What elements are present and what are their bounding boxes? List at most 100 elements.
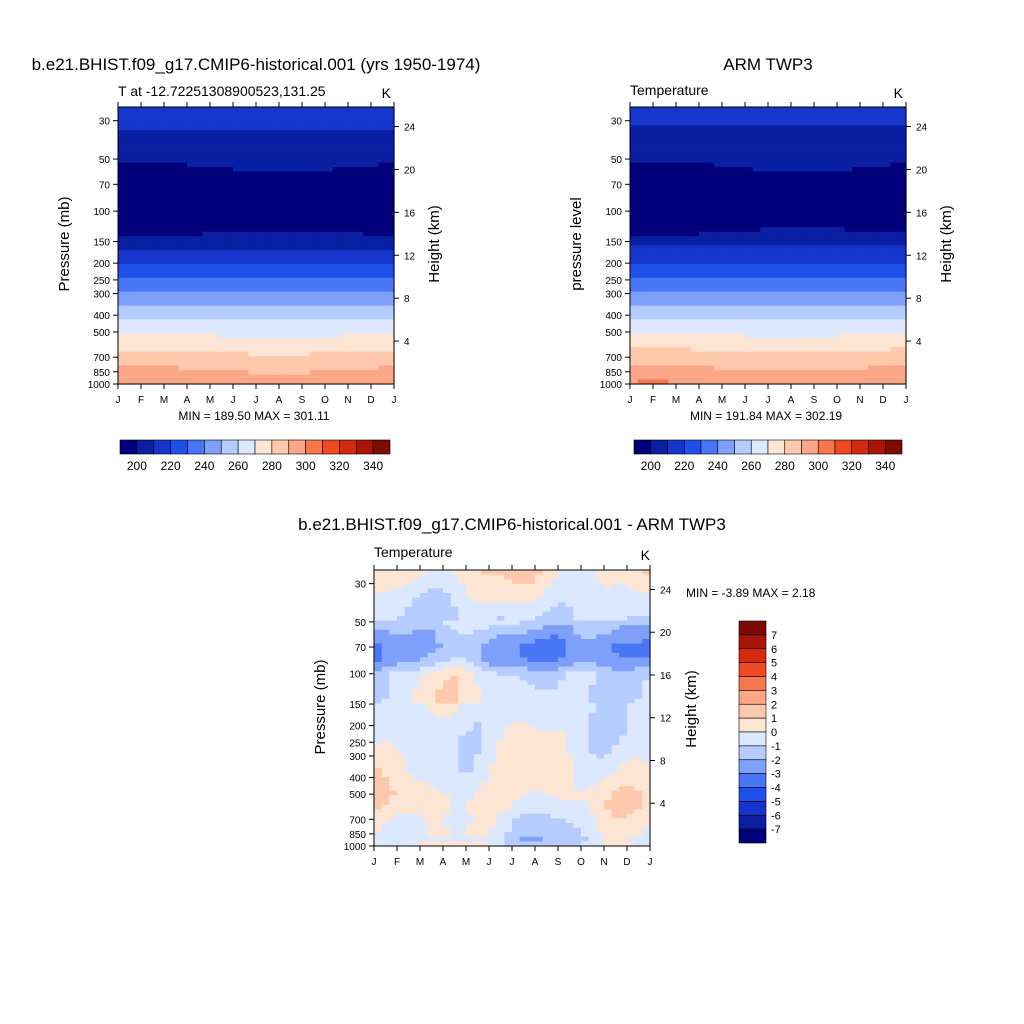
contour-cell: [340, 319, 349, 325]
contour-cell: [325, 222, 334, 228]
contour-cell: [768, 203, 777, 210]
contour-cell: [550, 593, 559, 599]
contour-cell: [187, 171, 196, 177]
contour-cell: [233, 277, 242, 284]
x-tick-label: J: [254, 395, 259, 406]
contour-cell: [386, 107, 395, 113]
contour-cell: [691, 139, 700, 145]
contour-cell: [729, 180, 738, 187]
contour-cell: [233, 328, 242, 334]
contour-cell: [171, 120, 180, 127]
contour-cell: [706, 365, 715, 371]
contour-cell: [653, 263, 662, 270]
contour-cell: [309, 314, 318, 320]
contour-cell: [148, 245, 157, 251]
contour-cell: [202, 134, 211, 140]
contour-cell: [125, 305, 134, 311]
contour-cell: [645, 347, 654, 353]
contour-cell: [133, 134, 142, 140]
y-tick-label: 700: [93, 353, 110, 364]
contour-cell: [867, 176, 876, 182]
contour-cell: [604, 593, 613, 599]
contour-cell: [309, 176, 318, 182]
contour-cell: [179, 342, 188, 348]
contour-cell: [798, 116, 807, 122]
contour-cell: [760, 287, 769, 293]
contour-cell: [340, 148, 349, 154]
contour-cell: [504, 620, 513, 626]
contour-cell: [806, 305, 815, 311]
contour-cell: [645, 277, 654, 284]
contour-cell: [141, 153, 150, 159]
contour-cell: [645, 134, 654, 140]
contour-cell: [271, 300, 280, 307]
contour-cell: [141, 250, 150, 256]
contour-cell: [890, 134, 899, 140]
contour-cell: [187, 273, 196, 279]
contour-cell: [371, 116, 380, 122]
contour-cell: [791, 130, 800, 136]
contour-cell: [699, 148, 708, 154]
contour-cell: [225, 291, 234, 297]
contour-cell: [309, 240, 318, 247]
contour-cell: [706, 153, 715, 159]
contour-cell: [837, 130, 846, 136]
contour-cell: [875, 323, 884, 330]
contour-cell: [125, 296, 134, 302]
contour-cell: [860, 245, 869, 251]
contour-cell: [225, 116, 234, 122]
contour-cell: [420, 611, 429, 617]
contour-cell: [125, 240, 134, 247]
contour-cell: [171, 365, 180, 371]
contour-cell: [668, 157, 677, 163]
contour-cell: [660, 162, 669, 168]
contour-cell: [263, 245, 272, 251]
contour-cell: [837, 360, 846, 367]
contour-cell: [691, 217, 700, 224]
contour-cell: [179, 245, 188, 251]
contour-cell: [867, 268, 876, 274]
contour-cell: [225, 263, 234, 270]
contour-cell: [187, 194, 196, 200]
contour-cell: [867, 231, 876, 237]
contour-cell: [565, 570, 574, 576]
contour-cell: [263, 282, 272, 288]
contour-cell: [233, 134, 242, 140]
contour-cell: [668, 379, 677, 385]
contour-cell: [302, 107, 311, 113]
contour-cell: [737, 282, 746, 288]
contour-cell: [496, 570, 505, 576]
contour-cell: [852, 365, 861, 371]
contour-cell: [271, 356, 280, 362]
contour-cell: [783, 263, 792, 270]
contour-cell: [279, 360, 288, 367]
contour-cell: [125, 162, 134, 168]
colorbar-box: [322, 439, 340, 455]
contour-cell: [302, 116, 311, 122]
contour-cell: [791, 310, 800, 316]
contour-cell: [133, 300, 142, 307]
contour-cell: [386, 360, 395, 367]
contour-cell: [294, 287, 303, 293]
contour-cell: [348, 217, 357, 224]
colorbar-box: [801, 439, 819, 455]
contour-cell: [637, 351, 646, 357]
contour-cell: [806, 337, 815, 344]
contour-cell: [699, 300, 708, 307]
contour-cell: [875, 374, 884, 380]
contour-cell: [714, 120, 723, 127]
contour-cell: [148, 111, 157, 117]
contour-cell: [798, 139, 807, 145]
contour-cell: [118, 190, 127, 196]
contour-cell: [798, 125, 807, 131]
contour-cell: [263, 208, 272, 214]
contour-cell: [450, 620, 459, 626]
contour-cell: [118, 130, 127, 136]
contour-cell: [427, 583, 436, 589]
contour-cell: [187, 190, 196, 196]
contour-cell: [630, 250, 639, 256]
contour-cell: [683, 245, 692, 251]
contour-cell: [378, 319, 387, 325]
contour-cell: [814, 227, 823, 233]
contour-cell: [660, 143, 669, 150]
